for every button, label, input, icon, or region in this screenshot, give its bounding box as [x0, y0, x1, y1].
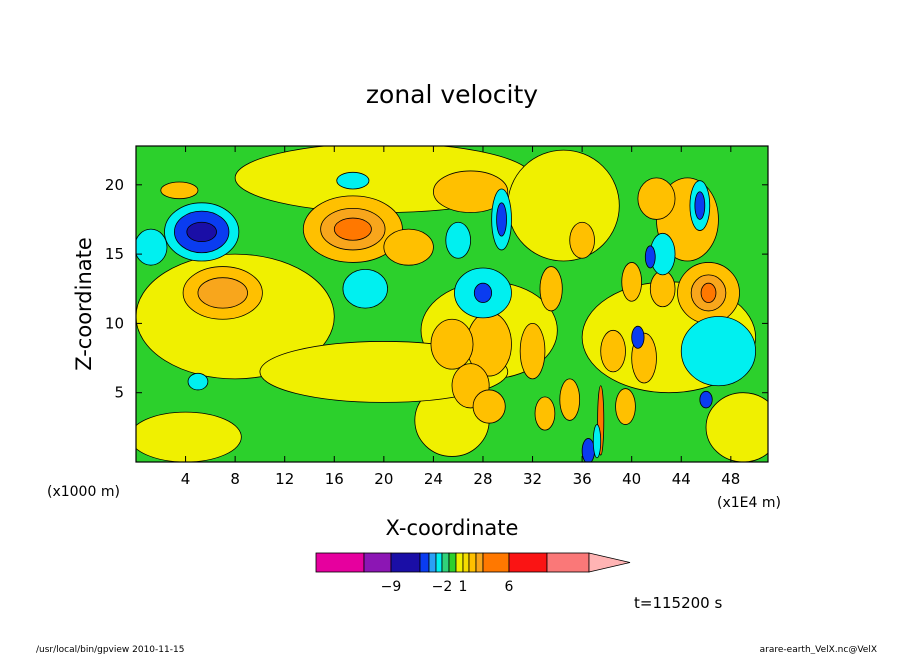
contour-region: [631, 325, 645, 349]
contour-region: [507, 149, 620, 262]
contour-region: [473, 282, 493, 304]
contour-region: [197, 277, 248, 309]
colorbar-arrow: [588, 552, 631, 573]
time-label: t=115200 s: [634, 594, 722, 612]
contour-region: [637, 177, 676, 220]
x-tick-label: 8: [230, 470, 240, 488]
x-tick-label: 36: [573, 470, 592, 488]
x-tick-label: 32: [523, 470, 542, 488]
colorbar-tick-labels: −9 −2 1 6: [381, 579, 514, 595]
x-tick-label: 16: [325, 470, 344, 488]
footer-right: arare-earth_VelX.nc@VelX: [760, 645, 877, 654]
colorbar-segment: [448, 552, 457, 573]
contour-region: [559, 378, 581, 421]
contour-region: [136, 228, 168, 266]
x-unit-label: (x1000 m): [47, 484, 120, 500]
colorbar-segment: [546, 552, 590, 573]
colorbar-segment: [390, 552, 421, 573]
plot-area: [136, 146, 768, 462]
y-tick-label: 15: [105, 245, 124, 263]
contour-region: [592, 424, 602, 459]
contour-region: [534, 396, 556, 431]
contour-region: [581, 438, 595, 462]
contour-region: [700, 282, 717, 304]
colorbar-segment: [508, 552, 548, 573]
x-tick-label: 24: [424, 470, 443, 488]
x-axis-ticks: 4 8 12 16 20 24 28 32 36 40 44 48: [181, 146, 740, 488]
x-tick-label: 4: [181, 470, 191, 488]
contour-region: [615, 388, 636, 425]
colorbar-tick-label: 6: [505, 579, 514, 595]
colorbar-segment: [435, 552, 443, 573]
contour-region: [186, 221, 217, 243]
x-unit-label-right: (x1E4 m): [717, 495, 781, 511]
colorbar-segment: [475, 552, 484, 573]
contour-region: [694, 191, 706, 220]
contour-region: [699, 390, 713, 409]
colorbar: [315, 552, 631, 573]
colorbar-segment: [455, 552, 464, 573]
colorbar-segment: [482, 552, 510, 573]
x-tick-label: 48: [721, 470, 740, 488]
colorbar-segment: [468, 552, 477, 573]
x-tick-label: 20: [374, 470, 393, 488]
y-tick-label: 20: [105, 176, 124, 194]
contour-region: [333, 217, 372, 241]
colorbar-tick-label: −9: [381, 579, 402, 595]
plot-frame: [135, 145, 769, 463]
chart-title: zonal velocity: [366, 80, 538, 109]
colorbar-segment: [315, 552, 365, 573]
x-tick-label: 40: [622, 470, 641, 488]
contour-region: [680, 316, 757, 387]
contour-region: [383, 228, 434, 266]
contour-region: [160, 181, 199, 200]
contour-regions: [136, 146, 768, 462]
colorbar-tick-label: −2: [432, 579, 453, 595]
contour-region: [472, 389, 506, 424]
y-axis-label: Z-coordinate: [72, 237, 96, 371]
colorbar-segment: [419, 552, 430, 573]
contour-region: [136, 411, 242, 462]
footer-left: /usr/local/bin/gpview 2010-11-15: [36, 645, 184, 654]
colorbar-tick-label: 1: [459, 579, 468, 595]
contour-region: [539, 266, 563, 312]
colorbar-segment: [363, 552, 392, 573]
x-tick-label: 44: [672, 470, 691, 488]
contour-region: [519, 323, 546, 380]
contour-region: [187, 372, 209, 391]
y-axis-ticks: 5 10 15 20: [105, 176, 768, 402]
contour-region: [342, 268, 388, 309]
y-tick-label: 10: [105, 314, 124, 332]
x-tick-label: 28: [473, 470, 492, 488]
x-axis-label: X-coordinate: [386, 516, 519, 540]
contour-region: [336, 171, 370, 190]
contour-region: [569, 221, 595, 259]
contour-region: [433, 170, 509, 213]
x-tick-label: 12: [275, 470, 294, 488]
contour-region: [649, 270, 676, 308]
contour-region: [644, 245, 656, 269]
colorbar-segment: [462, 552, 470, 573]
colorbar-segment: [428, 552, 437, 573]
y-tick-label: 5: [114, 384, 124, 402]
contour-region: [496, 202, 507, 237]
colorbar-segment: [441, 552, 450, 573]
contour-region: [600, 329, 626, 373]
contour-region: [445, 221, 471, 259]
contour-region: [705, 392, 768, 462]
contour-region: [621, 262, 643, 302]
contour-region: [430, 318, 474, 370]
